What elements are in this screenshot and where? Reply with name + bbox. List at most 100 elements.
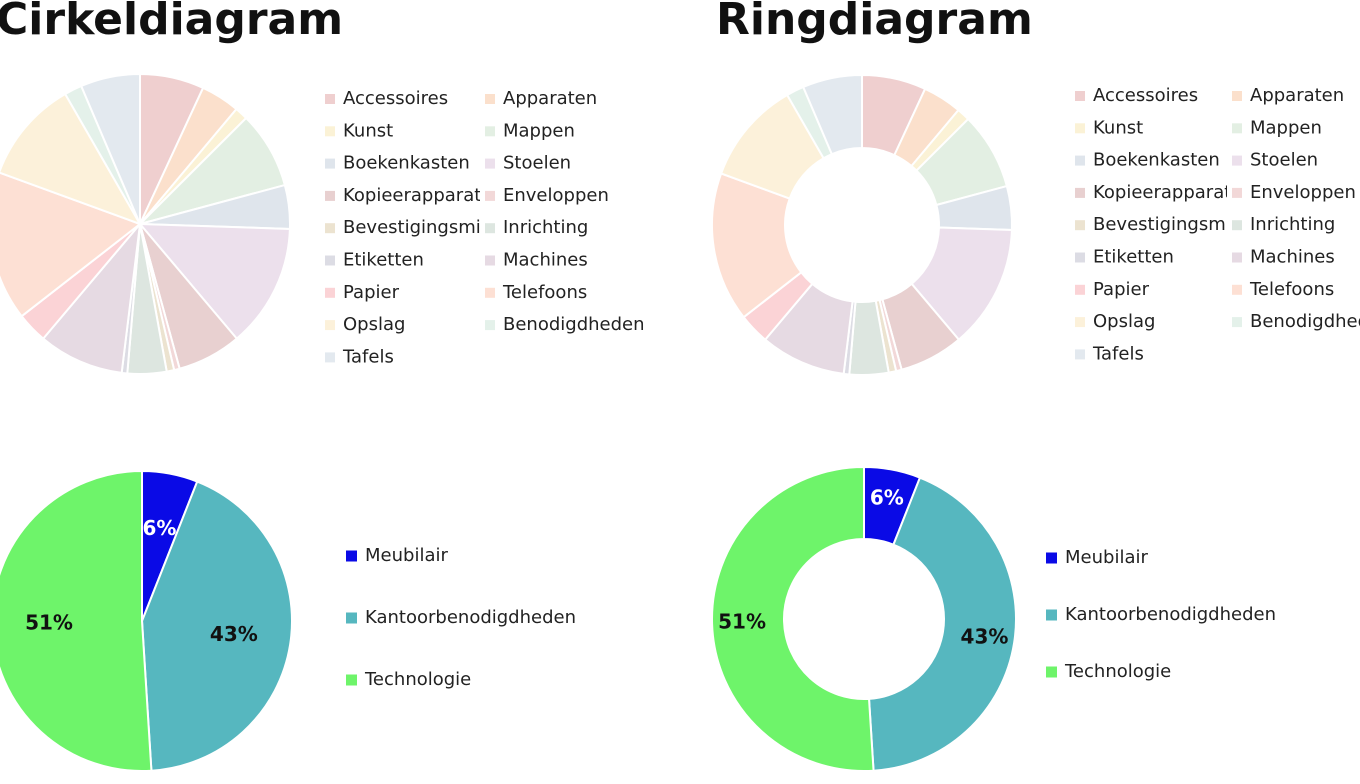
value-label: 6% xyxy=(142,516,176,540)
legend-swatch xyxy=(1046,666,1057,678)
legend-label: Machines xyxy=(503,250,588,271)
legend-label: Enveloppen xyxy=(1250,182,1356,203)
legend-label: Meubilair xyxy=(1065,547,1148,568)
legend-swatch xyxy=(325,352,335,363)
legend-swatch xyxy=(346,674,357,686)
slice xyxy=(0,92,143,226)
legend-swatch xyxy=(346,612,357,624)
legend-label: Boekenkasten xyxy=(1093,150,1220,171)
legend-swatch xyxy=(325,190,335,201)
legend-label: Kunst xyxy=(1093,117,1143,138)
legend-swatch xyxy=(1075,252,1085,263)
legend-swatch xyxy=(346,550,357,562)
legend-label: Boekenkasten xyxy=(343,153,470,174)
chart-title: Cirkeldiagram xyxy=(0,0,343,45)
legend-swatch xyxy=(485,126,495,137)
legend-swatch xyxy=(485,158,495,169)
legend-label: Mappen xyxy=(503,120,575,141)
value-label: 43% xyxy=(961,625,1009,649)
legend-swatch xyxy=(325,158,335,169)
legend-label: Accessoires xyxy=(1093,85,1198,106)
legend-label: Etiketten xyxy=(343,250,424,271)
legend-swatch xyxy=(485,287,495,298)
legend-swatch xyxy=(325,94,335,104)
legend-label: Technologie xyxy=(1064,661,1171,682)
legend-swatch xyxy=(1232,123,1242,134)
legend-swatch xyxy=(325,287,335,298)
slice xyxy=(41,220,142,374)
legend-label: Telefoons xyxy=(1249,279,1334,300)
value-label: 51% xyxy=(718,609,766,633)
legend-swatch xyxy=(325,255,335,266)
slice xyxy=(867,476,1017,772)
legend-label: Meubilair xyxy=(365,545,448,566)
legend-label: Enveloppen xyxy=(503,185,609,206)
legend-swatch xyxy=(1232,252,1242,263)
chart-title: Ringdiagram xyxy=(716,0,1033,45)
legend-label: Apparaten xyxy=(503,88,597,109)
legend-swatch xyxy=(485,223,495,234)
legend-label: Bevestigingsmiddelen xyxy=(343,217,542,238)
legend-swatch xyxy=(325,223,335,234)
legend-label: Inrichting xyxy=(1250,214,1335,235)
legend-label: Technologie xyxy=(364,669,471,690)
legend-label: Benodigdheden xyxy=(503,314,645,335)
legend-swatch xyxy=(325,320,335,331)
legend-swatch xyxy=(1232,91,1242,101)
legend-label: Tafels xyxy=(1092,343,1144,364)
legend-label: Bevestigingsmiddelen xyxy=(1093,214,1292,235)
legend-swatch xyxy=(1232,187,1242,198)
value-label: 51% xyxy=(25,610,73,634)
legend-swatch xyxy=(485,190,495,201)
legend-label: Kopieerapparaten xyxy=(343,185,504,206)
slice xyxy=(801,73,863,156)
legend-swatch xyxy=(1232,284,1242,295)
legend-label: Accessoires xyxy=(343,88,448,109)
slice xyxy=(711,465,875,772)
legend-label: Stoelen xyxy=(503,153,571,174)
slice xyxy=(79,72,141,225)
legend-label: Opslag xyxy=(343,314,405,335)
legend-swatch xyxy=(325,126,335,137)
legend-label: Papier xyxy=(1093,279,1150,300)
legend-swatch xyxy=(485,320,495,331)
legend-label: Kopieerapparaten xyxy=(1093,182,1254,203)
legend-swatch xyxy=(1232,317,1242,328)
legend-label: Machines xyxy=(1250,247,1335,268)
legend-swatch xyxy=(1075,317,1085,328)
legend-label: Kunst xyxy=(343,120,393,141)
legend-label: Stoelen xyxy=(1250,150,1318,171)
value-label: 6% xyxy=(870,486,904,510)
legend-label: Telefoons xyxy=(502,282,587,303)
legend-swatch xyxy=(485,255,495,266)
legend-swatch xyxy=(1075,155,1085,166)
legend-label: Benodigdheden xyxy=(1250,311,1360,332)
legend-swatch xyxy=(1075,220,1085,231)
legend-label: Kantoorbenodigdheden xyxy=(1065,604,1276,625)
slice xyxy=(0,469,153,772)
legend-swatch xyxy=(1075,187,1085,198)
legend-label: Tafels xyxy=(342,346,394,367)
legend-label: Kantoorbenodigdheden xyxy=(365,607,576,628)
legend-label: Etiketten xyxy=(1093,247,1174,268)
legend-swatch xyxy=(1075,349,1085,360)
slice xyxy=(137,222,291,341)
legend-swatch xyxy=(1232,155,1242,166)
legend-swatch xyxy=(1075,284,1085,295)
legend-label: Papier xyxy=(343,282,400,303)
legend-label: Opslag xyxy=(1093,311,1155,332)
legend-swatch xyxy=(1075,123,1085,134)
legend-label: Inrichting xyxy=(503,217,588,238)
legend-label: Apparaten xyxy=(1250,85,1344,106)
value-label: 43% xyxy=(210,622,258,646)
legend-swatch xyxy=(485,94,495,104)
legend-label: Mappen xyxy=(1250,117,1322,138)
legend-swatch xyxy=(1232,220,1242,231)
legend-swatch xyxy=(1046,609,1057,621)
slice xyxy=(0,171,143,318)
legend-swatch xyxy=(1075,91,1085,101)
slice xyxy=(140,480,293,772)
